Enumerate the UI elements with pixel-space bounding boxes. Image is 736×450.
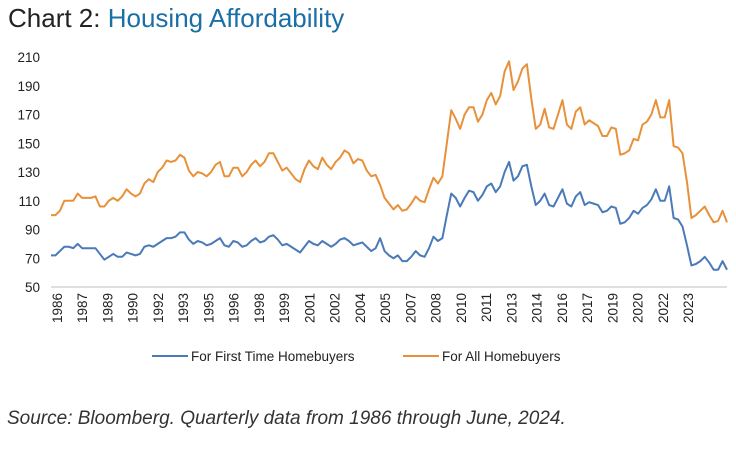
x-tick-label: 2010 <box>454 293 469 323</box>
x-tick-label: 2005 <box>378 293 393 323</box>
x-tick-label: 1990 <box>126 293 141 323</box>
source-note: Source: Bloomberg. Quarterly data from 1… <box>7 408 566 429</box>
x-tick-label: 2023 <box>681 293 696 323</box>
x-tick-label: 2017 <box>580 293 595 323</box>
x-tick-label: 1986 <box>50 293 65 323</box>
y-tick-label: 170 <box>17 108 40 123</box>
chart-title-prefix: Chart 2: <box>8 3 101 33</box>
x-tick-label: 1995 <box>201 293 216 323</box>
chart-title-main: Housing Affordability <box>107 3 345 33</box>
x-tick-label: 1987 <box>75 293 90 323</box>
legend-label-for-first-time-homebuyers: For First Time Homebuyers <box>191 349 355 364</box>
x-tick-label: 2016 <box>555 293 570 323</box>
x-tick-label: 1989 <box>100 293 115 323</box>
legend: For First Time Homebuyers For All Homebuy… <box>152 349 561 364</box>
x-tick-label: 2020 <box>631 293 646 323</box>
y-tick-label: 70 <box>25 251 40 266</box>
y-tick-label: 190 <box>17 79 40 94</box>
y-tick-label: 50 <box>25 280 40 295</box>
x-tick-label: 1998 <box>252 293 267 323</box>
y-axis: 50 70 90 110 130 150 170 190 210 <box>17 50 40 295</box>
series-line-for-all-homebuyers <box>51 60 728 224</box>
y-tick-label: 150 <box>17 136 40 151</box>
series-line-for-first-time-homebuyers <box>51 160 728 271</box>
x-tick-label: 2007 <box>403 293 418 323</box>
x-tick-label: 2008 <box>429 293 444 323</box>
series-group <box>51 60 728 271</box>
legend-label-for-all-homebuyers: For All Homebuyers <box>442 349 561 364</box>
y-tick-label: 110 <box>18 194 40 209</box>
x-tick-label: 1999 <box>277 293 292 323</box>
x-tick-label: 1992 <box>151 293 166 323</box>
x-tick-label: 1993 <box>176 293 191 323</box>
x-tick-label: 2011 <box>479 293 494 322</box>
chart-title: Chart 2: Housing Affordability <box>8 3 344 33</box>
y-tick-label: 90 <box>25 223 40 238</box>
x-tick-label: 2002 <box>328 293 343 323</box>
x-tick-label: 1996 <box>227 293 242 323</box>
x-tick-label: 2019 <box>605 293 620 323</box>
x-tick-label: 2001 <box>302 293 317 323</box>
x-axis: 1986 1987 1989 1990 1992 1993 1995 1996 1998 1999… <box>50 286 727 324</box>
x-tick-label: 2013 <box>504 293 519 323</box>
x-tick-label: 2022 <box>656 293 671 323</box>
x-tick-label: 2014 <box>530 293 545 324</box>
y-tick-label: 210 <box>17 50 40 65</box>
line-chart: 50 70 90 110 130 150 170 190 210 1986 1987 1989 199… <box>17 50 728 364</box>
y-tick-label: 130 <box>17 165 40 180</box>
x-tick-label: 2004 <box>353 293 368 324</box>
